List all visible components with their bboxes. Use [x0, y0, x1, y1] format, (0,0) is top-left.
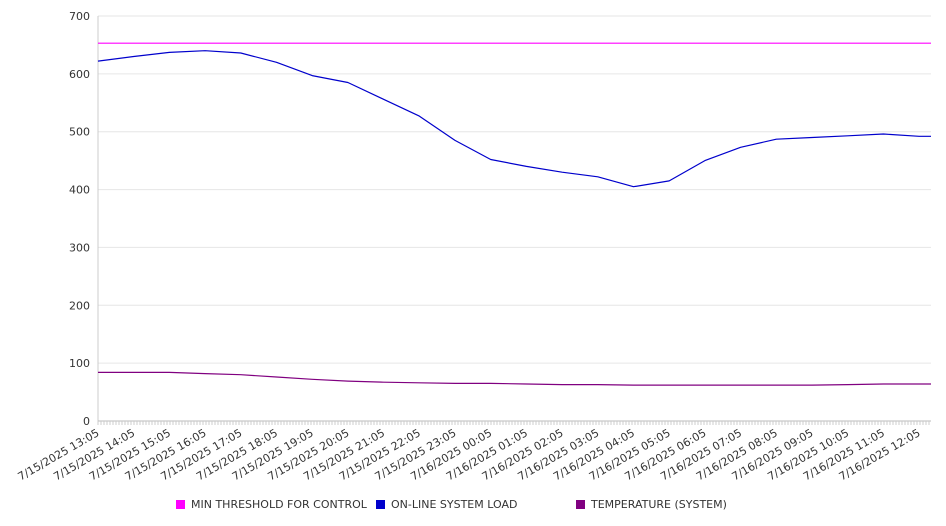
legend-swatch-temperature	[576, 500, 585, 509]
x-axis-tick-labels: 7/15/2025 13:057/15/2025 14:057/15/2025 …	[16, 426, 923, 483]
series-lines	[97, 42, 931, 386]
grid-lines	[98, 15, 931, 422]
series-line-1	[97, 50, 931, 188]
axes	[97, 16, 931, 425]
series-line-2	[98, 371, 931, 386]
y-axis-tick-labels: 0 100 200 300 400 500 600 700	[69, 10, 90, 428]
y-tick-label: 0	[83, 415, 90, 428]
legend-item-min-threshold[interactable]: MIN THRESHOLD FOR CONTROL	[176, 498, 367, 511]
y-tick-label: 400	[69, 184, 90, 197]
y-tick-label: 300	[69, 241, 90, 254]
legend-swatch-min-threshold	[176, 500, 185, 509]
legend-item-system-load[interactable]: ON-LINE SYSTEM LOAD	[376, 498, 517, 511]
y-tick-label: 600	[69, 68, 90, 81]
y-tick-label: 500	[69, 126, 90, 139]
y-tick-label: 700	[69, 10, 90, 23]
legend-label-system-load: ON-LINE SYSTEM LOAD	[391, 498, 518, 511]
legend: MIN THRESHOLD FOR CONTROL ON-LINE SYSTEM…	[0, 498, 946, 514]
legend-item-temperature[interactable]: TEMPERATURE (SYSTEM)	[576, 498, 727, 511]
legend-swatch-system-load	[376, 500, 385, 509]
legend-label-temperature: TEMPERATURE (SYSTEM)	[591, 498, 727, 511]
y-tick-label: 100	[69, 357, 90, 370]
legend-label-min-threshold: MIN THRESHOLD FOR CONTROL	[191, 498, 367, 511]
y-tick-label: 200	[69, 299, 90, 312]
